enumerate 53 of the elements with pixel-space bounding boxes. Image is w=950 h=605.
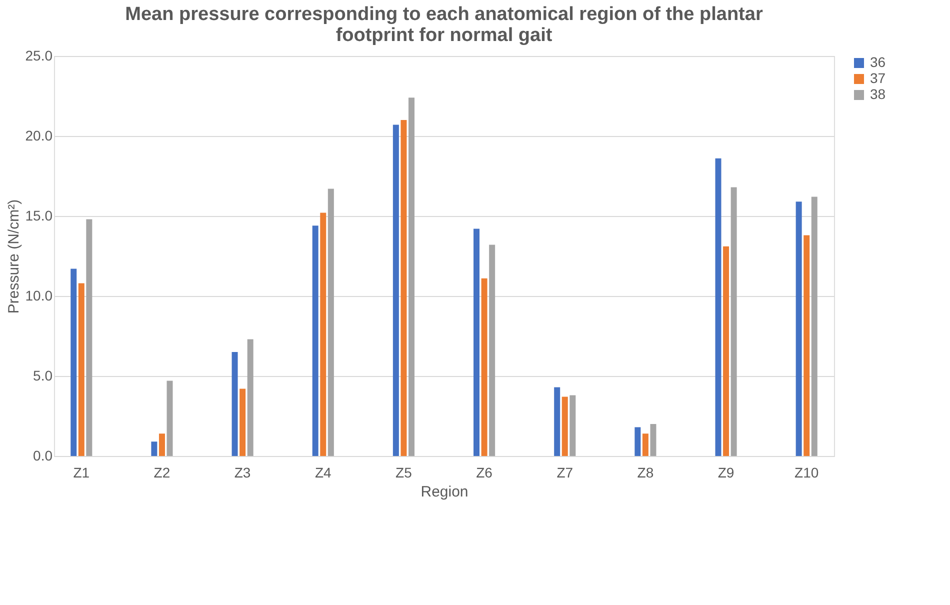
bar — [328, 188, 334, 456]
y-tick-label: 5.0 — [33, 368, 53, 384]
text: Mean pressure corresponding to each anatomical region of the plantar — [125, 4, 763, 25]
x-tick-label: Z5 — [396, 464, 412, 480]
bar — [804, 235, 810, 456]
bar — [489, 244, 496, 456]
bar — [554, 387, 560, 456]
bar — [650, 424, 656, 456]
x-tick-label: Z7 — [556, 464, 574, 480]
bar — [312, 226, 318, 456]
legend-label: 37 — [870, 70, 886, 86]
bar — [151, 442, 158, 456]
bar — [481, 278, 488, 456]
legend-label: 38 — [870, 86, 886, 102]
bar — [232, 352, 238, 456]
legend-label: 36 — [870, 54, 886, 70]
bar — [474, 228, 480, 456]
x-tick-label: Z4 — [314, 464, 332, 480]
x-tick-label: Z2 — [154, 464, 170, 480]
bar — [392, 124, 399, 456]
bar — [811, 196, 818, 456]
text: footprint for normal gait — [336, 25, 552, 46]
x-tick-label: Z8 — [637, 464, 654, 480]
y-axis-title: Pressure (N/cm²) — [5, 199, 22, 314]
bar — [78, 283, 84, 456]
x-tick-label: Z3 — [234, 464, 251, 480]
bar — [320, 212, 326, 456]
y-tick-label: 20.0 — [25, 128, 53, 144]
bar — [408, 98, 414, 456]
x-tick-label: Z9 — [718, 464, 734, 480]
bar — [642, 434, 648, 456]
bar — [715, 158, 722, 456]
bar — [158, 434, 165, 456]
x-tick-label: Z10 — [794, 464, 819, 480]
bar — [570, 395, 576, 456]
bar — [166, 380, 173, 456]
x-tick-label: Z1 — [73, 464, 90, 480]
y-tick-label: 15.0 — [25, 208, 53, 224]
bar — [796, 202, 802, 456]
bar — [562, 396, 568, 456]
y-tick-label: 10.0 — [25, 288, 53, 304]
y-tick-label: 0.0 — [33, 448, 53, 464]
bar — [247, 339, 254, 456]
bar — [634, 427, 641, 456]
bar — [400, 120, 407, 456]
bar — [240, 388, 246, 456]
x-tick-label: Z6 — [476, 464, 493, 480]
y-tick-label: 25.0 — [25, 48, 53, 64]
bar — [730, 187, 737, 456]
bar — [86, 219, 92, 456]
bar — [723, 246, 730, 456]
bar — [70, 268, 77, 456]
x-axis-title: Region — [420, 484, 468, 500]
